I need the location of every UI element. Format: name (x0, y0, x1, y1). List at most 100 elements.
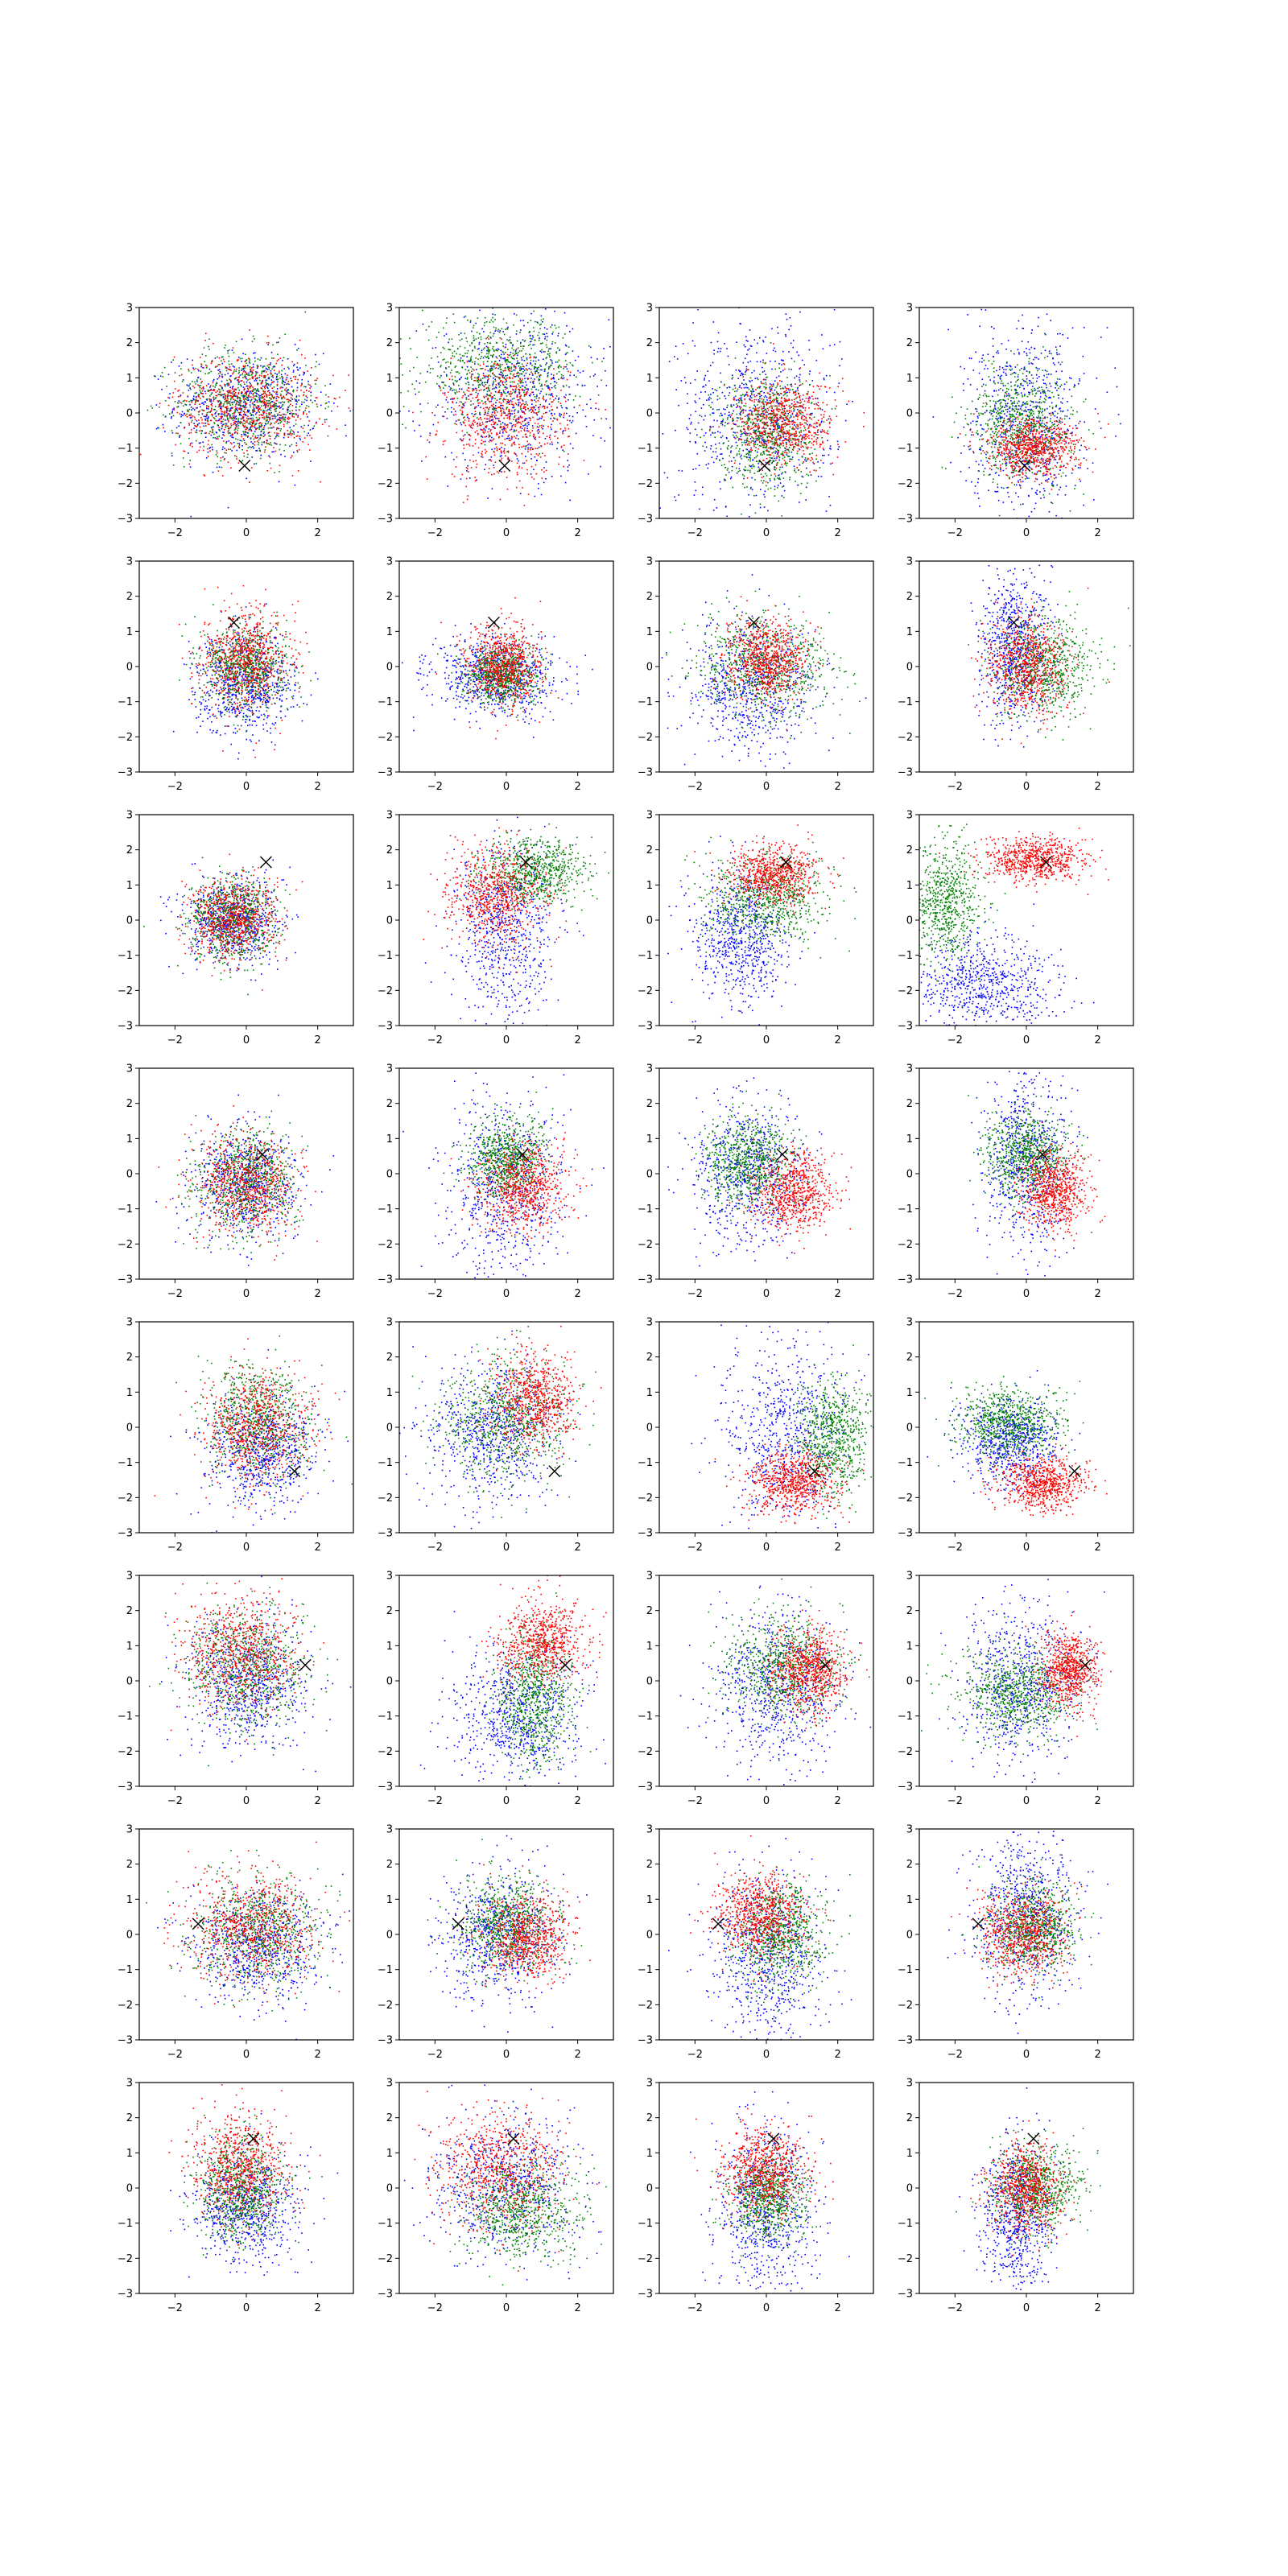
scatter-point (786, 465, 787, 467)
scatter-point (506, 378, 508, 379)
scatter-point (474, 361, 476, 363)
scatter-point (544, 333, 546, 335)
scatter-point (704, 450, 706, 452)
scatter-point (568, 453, 569, 455)
scatter-point (262, 444, 263, 446)
scatter-point (487, 419, 489, 420)
scatter-point (719, 443, 720, 444)
y-tick-label: 1 (126, 373, 133, 385)
scatter-point (303, 402, 305, 403)
scatter-point (518, 352, 519, 353)
scatter-point (479, 310, 481, 312)
scatter-point (766, 399, 768, 401)
scatter-point (485, 429, 486, 431)
scatter-point (196, 407, 198, 409)
scatter-point (168, 374, 170, 376)
scatter-point (509, 410, 510, 411)
scatter-point (570, 375, 572, 377)
scatter-point (233, 402, 235, 403)
scatter-point (444, 348, 445, 349)
scatter-point (543, 413, 545, 415)
scatter-point (246, 420, 248, 422)
scatter-point (448, 366, 450, 368)
scatter-point (454, 392, 456, 394)
scatter-point (152, 407, 154, 409)
scatter-point (496, 447, 497, 448)
scatter-point (528, 345, 530, 347)
scatter-point (489, 428, 490, 430)
scatter-point (270, 463, 271, 464)
scatter-point (295, 407, 297, 409)
scatter-point (268, 436, 270, 437)
scatter-point (269, 378, 270, 380)
scatter-point (506, 381, 507, 382)
scatter-point (188, 370, 190, 372)
scatter-point (479, 333, 481, 335)
scatter-point (147, 410, 149, 411)
scatter-point (461, 407, 463, 409)
scatter-point (430, 368, 431, 369)
scatter-point (267, 369, 269, 370)
scatter-point (233, 415, 234, 417)
scatter-point (252, 436, 254, 437)
scatter-point (191, 372, 192, 374)
scatter-point (538, 360, 539, 361)
scatter-point (197, 423, 199, 425)
scatter-point (821, 422, 823, 423)
scatter-point (253, 377, 254, 378)
scatter-point (446, 322, 448, 324)
scatter-point (489, 401, 490, 402)
scatter-point (520, 387, 522, 389)
scatter-point (729, 395, 730, 397)
scatter-point (205, 420, 207, 422)
scatter-point (270, 394, 272, 395)
scatter-point (491, 401, 493, 402)
scatter-point (523, 429, 525, 431)
scatter-point (537, 426, 539, 427)
scatter-point (542, 321, 543, 323)
scatter-point (483, 357, 485, 359)
scatter-point (535, 464, 537, 466)
scatter-point (280, 454, 282, 456)
scatter-point (236, 370, 237, 372)
scatter-point (489, 395, 490, 397)
scatter-point (288, 399, 290, 401)
scatter-point (823, 462, 824, 464)
scatter-point (500, 385, 502, 386)
scatter-point (270, 438, 271, 440)
scatter-point (247, 415, 249, 417)
scatter-point (785, 386, 786, 388)
scatter-point (522, 365, 524, 367)
scatter-point (227, 398, 229, 400)
scatter-point (512, 398, 514, 400)
scatter-point (437, 356, 439, 357)
scatter-point (539, 425, 541, 427)
scatter-point (505, 424, 506, 426)
scatter-point (501, 471, 502, 473)
scatter-point (757, 452, 758, 453)
scatter-point (740, 456, 741, 458)
scatter-point (282, 401, 283, 402)
scatter-point (517, 458, 518, 460)
scatter-point (489, 351, 490, 353)
scatter-point (491, 414, 493, 415)
scatter-point (256, 412, 258, 414)
scatter-point (563, 466, 564, 468)
scatter-point (495, 415, 497, 416)
scatter-point (551, 413, 552, 415)
scatter-point (308, 425, 309, 427)
scatter-point (180, 375, 181, 377)
scatter-point (506, 477, 508, 478)
scatter-point (691, 422, 692, 423)
scatter-point (504, 358, 506, 360)
scatter-point (551, 374, 552, 375)
scatter-point (264, 395, 266, 397)
scatter-point (520, 329, 522, 331)
scatter-point (517, 399, 518, 401)
scatter-point (297, 401, 299, 402)
scatter-point (485, 375, 487, 377)
scatter-point (507, 328, 509, 330)
scatter-point (552, 332, 554, 333)
scatter-point (301, 426, 303, 427)
scatter-point (258, 397, 260, 398)
